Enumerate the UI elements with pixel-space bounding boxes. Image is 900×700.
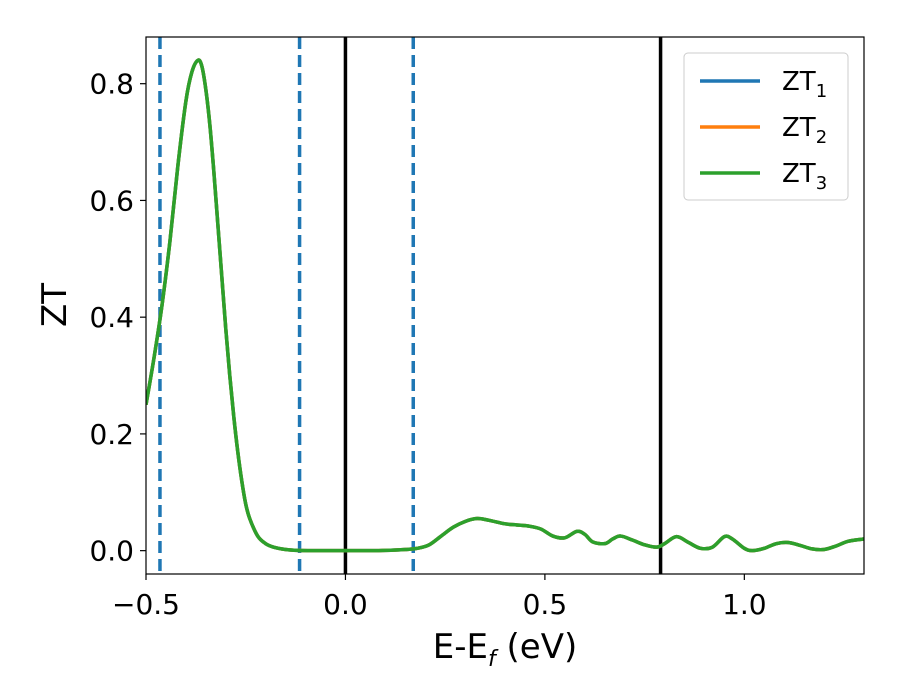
legend-label-2: ZT2 — [782, 113, 827, 148]
plot-frame — [145, 36, 865, 575]
x-tick-label: 0.5 — [523, 588, 568, 621]
y-tick-label: 0.6 — [89, 184, 134, 217]
legend-label-3: ZT3 — [782, 159, 827, 194]
vertical-reference-lines — [158, 37, 663, 574]
x-tick-label: 1.0 — [722, 588, 767, 621]
y-axis-label: ZT — [35, 283, 75, 327]
legend-label-1: ZT1 — [782, 67, 827, 102]
series-line-3 — [146, 58, 864, 553]
y-tick-label: 0.2 — [89, 418, 134, 451]
y-tick-label: 0.8 — [89, 68, 134, 101]
y-tick-label: 0.4 — [89, 301, 134, 334]
y-tick-label: 0.0 — [89, 535, 134, 568]
legend: ZT1 ZT2 ZT3 — [683, 52, 849, 201]
x-tick-label: −0.5 — [112, 588, 180, 621]
x-axis-label: E-Ef (eV) — [433, 627, 578, 672]
y-axis-ticks: 0.0 0.2 0.4 0.6 0.8 — [89, 68, 146, 568]
x-axis-ticks: −0.5 0.0 0.5 1.0 — [112, 574, 767, 621]
legend-frame — [683, 52, 849, 201]
series-curves — [146, 58, 864, 553]
x-tick-label: 0.0 — [323, 588, 368, 621]
